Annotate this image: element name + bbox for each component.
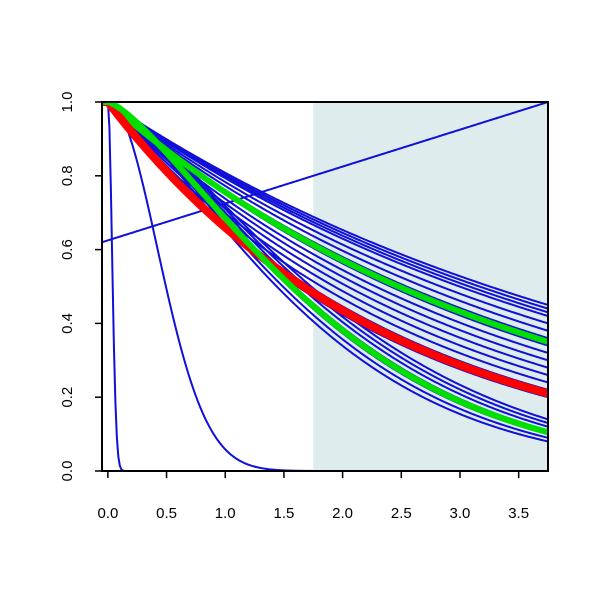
series-line-blue-mid-5 bbox=[102, 102, 548, 384]
series-line-green-upper bbox=[102, 102, 548, 345]
series-layer bbox=[102, 102, 548, 471]
series-line-blue-lower-7 bbox=[102, 102, 548, 443]
x-axis: 0.0 0.5 1.0 1.5 2.0 2.5 3.0 3.5 bbox=[97, 472, 529, 522]
series-line-rising-line bbox=[102, 102, 548, 244]
series-line-green-lower bbox=[102, 102, 548, 436]
y-tick-label: 1.0 bbox=[59, 92, 76, 113]
y-axis: 0.0 0.2 0.4 0.6 0.8 1.0 bbox=[59, 92, 101, 482]
plot-frame bbox=[101, 101, 549, 472]
x-tick-label: 1.5 bbox=[273, 505, 294, 522]
x-tick-label: 2.5 bbox=[391, 505, 412, 522]
y-tick-label: 0.0 bbox=[59, 461, 76, 482]
series-line-blue-upper-6 bbox=[102, 102, 548, 332]
x-tick-label: 1.0 bbox=[215, 505, 236, 522]
x-tick-label: 3.5 bbox=[508, 505, 529, 522]
y-tick-label: 0.2 bbox=[59, 387, 76, 408]
y-tick-label: 0.4 bbox=[59, 313, 76, 334]
x-tick-label: 2.0 bbox=[332, 505, 353, 522]
x-tick-label: 0.5 bbox=[156, 505, 177, 522]
y-tick-label: 0.8 bbox=[59, 165, 76, 186]
series-line-blue-upper-5 bbox=[102, 102, 548, 325]
x-tick-label: 0.0 bbox=[97, 505, 118, 522]
series-line-blue-upper-4 bbox=[102, 102, 548, 317]
y-tick-label: 0.6 bbox=[59, 239, 76, 260]
x-tick-label: 3.0 bbox=[450, 505, 471, 522]
series-line-red-central bbox=[102, 102, 548, 398]
